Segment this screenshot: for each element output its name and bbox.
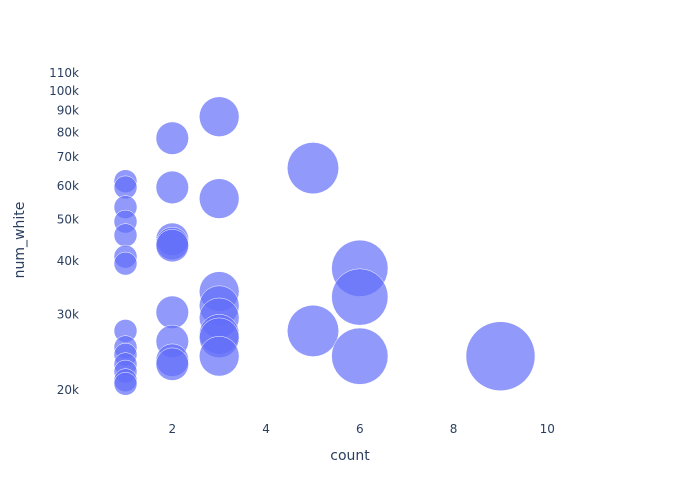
x-tick-label: 10 — [540, 422, 555, 436]
x-tick-label: 2 — [168, 422, 176, 436]
y-tick-label: 70k — [57, 150, 79, 164]
x-tick-label: 4 — [262, 422, 270, 436]
data-point[interactable] — [287, 142, 339, 195]
y-tick-label: 50k — [57, 213, 79, 227]
y-tick-label: 40k — [57, 254, 79, 268]
data-point[interactable] — [155, 170, 189, 204]
x-tick-label: 8 — [450, 422, 458, 436]
data-point[interactable] — [287, 304, 339, 357]
data-point[interactable] — [155, 229, 189, 263]
y-axis-title: num_white — [12, 202, 28, 279]
data-point[interactable] — [155, 295, 189, 329]
x-axis-title: count — [330, 448, 370, 464]
y-tick-label: 100k — [49, 84, 79, 98]
y-tick-label: 30k — [57, 308, 79, 322]
plot-area — [113, 96, 536, 396]
data-point[interactable] — [113, 251, 138, 276]
data-point[interactable] — [199, 178, 240, 219]
data-point[interactable] — [155, 121, 189, 155]
data-point[interactable] — [155, 347, 189, 381]
data-point[interactable] — [199, 336, 240, 377]
data-point[interactable] — [331, 327, 389, 385]
y-tick-label: 90k — [57, 103, 79, 117]
data-point[interactable] — [465, 321, 536, 391]
y-tick-label: 60k — [57, 179, 79, 193]
data-point[interactable] — [331, 268, 389, 326]
y-tick-label: 110k — [49, 66, 79, 80]
data-point[interactable] — [113, 372, 138, 396]
x-tick-label: 6 — [356, 422, 364, 436]
y-tick-label: 80k — [57, 125, 79, 139]
data-point[interactable] — [199, 96, 240, 137]
data-point[interactable] — [113, 223, 138, 247]
y-tick-label: 20k — [57, 383, 79, 397]
y-axis-ticks: 20k 30k 40k 50k 60k 70k 80k 90k 100k 110k — [49, 66, 79, 397]
x-axis-ticks: 2 4 6 8 10 — [168, 422, 554, 436]
